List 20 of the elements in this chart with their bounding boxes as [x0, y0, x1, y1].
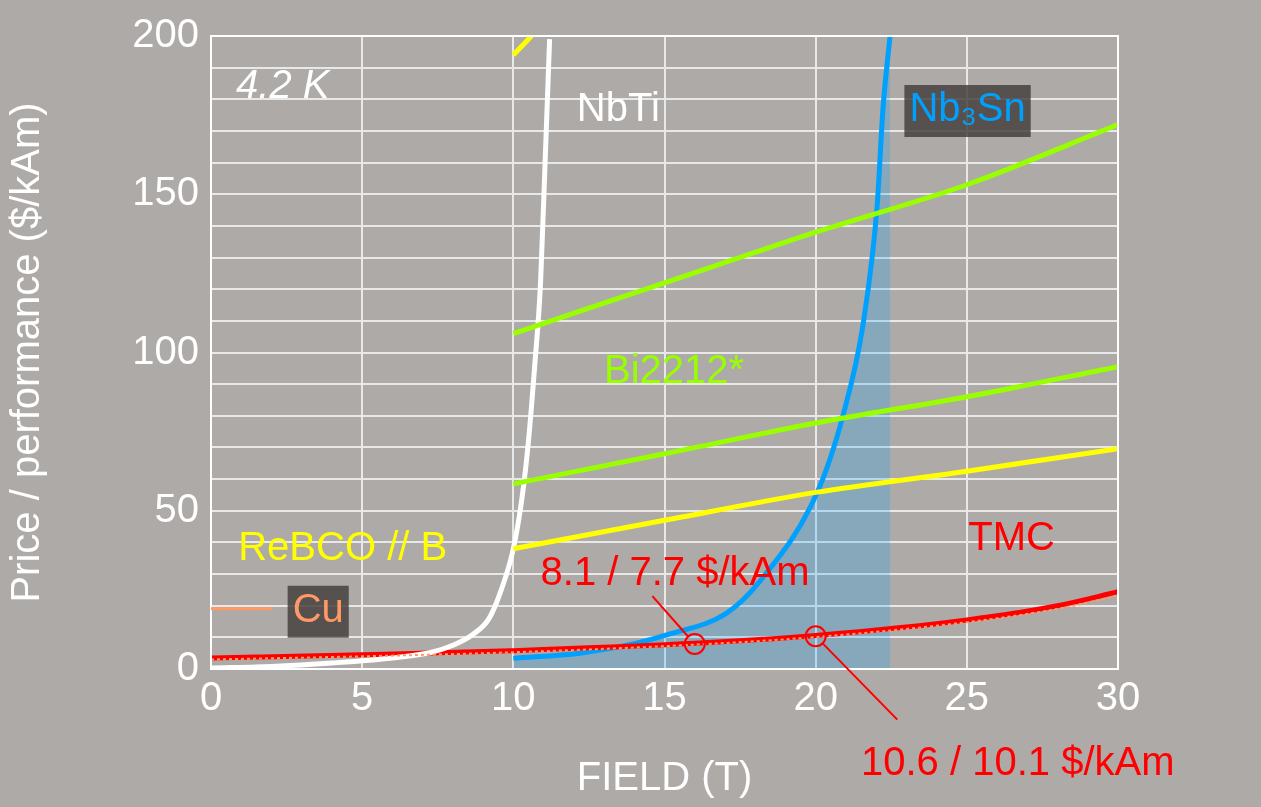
x-axis-title: FIELD (T)	[576, 754, 753, 799]
annotation: 4.2 K	[236, 61, 332, 106]
y-tick-label: 200	[132, 11, 199, 56]
x-tick-label: 5	[351, 674, 374, 719]
series-label: Bi2212*	[604, 346, 745, 391]
x-tick-label: 30	[1095, 674, 1141, 719]
series-label: Nb₃Sn	[909, 85, 1026, 130]
y-tick-label: 100	[132, 327, 199, 372]
x-tick-label: 15	[642, 674, 687, 719]
series-label: ReBCO // B	[238, 523, 448, 568]
x-tick-label: 25	[944, 674, 990, 719]
y-tick-label: 50	[154, 485, 199, 530]
y-axis-title: Price / performance ($/kAm)	[3, 102, 48, 603]
series-label: TMC	[968, 514, 1055, 559]
annotation: 10.6 / 10.1 $/kAm	[861, 738, 1175, 783]
legend-label: Cu	[292, 585, 344, 630]
x-tick-label: 10	[491, 674, 536, 719]
x-tick-label: 20	[793, 674, 838, 719]
y-tick-label: 150	[132, 169, 199, 214]
y-tick-label: 0	[176, 644, 199, 689]
